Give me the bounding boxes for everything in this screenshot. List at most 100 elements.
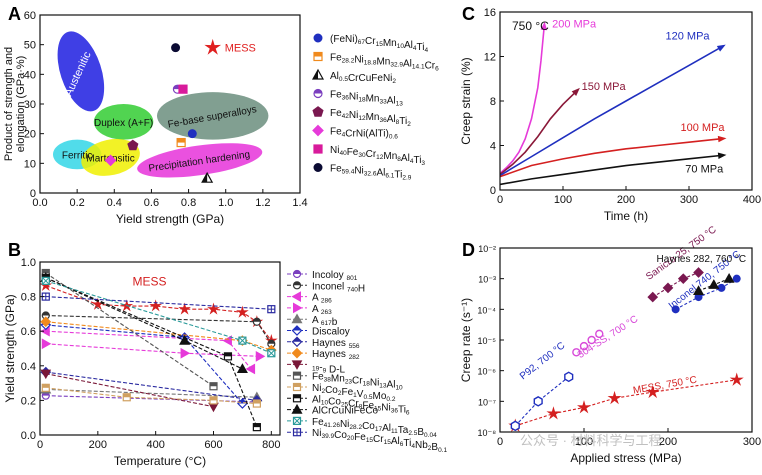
series-point — [222, 335, 232, 346]
legend-marker-fill — [293, 281, 301, 286]
formula-part: Mn — [366, 112, 380, 123]
panel-a-x-tick-label: 0.4 — [107, 197, 122, 209]
panel-c-x-axis-label: Time (h) — [604, 209, 648, 223]
region-label: Duplex (A+F) — [94, 118, 153, 129]
formula-part: 4 — [410, 158, 414, 165]
legend-marker-fill — [292, 326, 302, 331]
legend-marker-square — [313, 144, 323, 154]
rate-point — [729, 372, 744, 386]
series-line — [45, 280, 272, 354]
legend-marker — [291, 403, 303, 414]
formula-part: V — [357, 389, 364, 400]
formula-part: Ni — [370, 378, 379, 389]
mess-label: MESS — [225, 43, 256, 55]
formula-part: Haynes — [312, 338, 349, 349]
panel-a-x-axis-label: Yield strength (GPa) — [116, 212, 224, 226]
formula-part: 263 — [321, 309, 332, 316]
series-point-x2 — [238, 336, 247, 345]
formula-part: 4 — [411, 443, 415, 450]
formula-part: b — [332, 317, 338, 328]
formula-part: Ti — [398, 404, 406, 415]
region-fe-base-superalloys — [157, 92, 269, 140]
formula-part: 40 — [339, 150, 347, 157]
panel-b-y-tick-label: 1.0 — [21, 257, 36, 269]
formula-part: 12 — [358, 115, 366, 122]
panel-b-y-tick-label: 0.0 — [21, 430, 36, 442]
formula-part: Fe — [312, 372, 324, 383]
panel-d-x-tick-label: 0 — [497, 436, 503, 448]
panel-d-y-tick-label: 10⁻⁸ — [477, 428, 496, 438]
formula-part: D-L — [326, 364, 345, 375]
formula-part: Fe — [330, 108, 342, 119]
legend-marker — [291, 347, 303, 359]
point-square-half-fill — [177, 138, 186, 143]
formula-part: 28.2 — [342, 58, 355, 65]
formula-part: 10 — [397, 43, 405, 50]
legend-label: Ni40Fe30Cr12Mn8Al4Ti3 — [330, 145, 425, 167]
formula-part: Al — [403, 59, 412, 70]
formula-part: 18.8 — [364, 60, 377, 67]
formula-part: 13 — [396, 101, 404, 108]
formula-part: 14.1 — [412, 64, 425, 71]
legend-marker-pentagon — [312, 106, 324, 117]
trend-line — [515, 379, 737, 427]
formula-part: 617 — [321, 320, 332, 327]
formula-part: A — [312, 304, 321, 315]
series-point-fill — [224, 352, 232, 357]
formula-part: 15 — [374, 405, 382, 412]
point-diamond — [104, 154, 117, 167]
legend-marker-circle — [313, 163, 323, 172]
formula-part: 556 — [349, 343, 360, 350]
panel-b-x-tick-label: 400 — [146, 439, 164, 451]
formula-part: Ti — [403, 438, 411, 449]
formula-part: Cr — [352, 376, 363, 387]
rate-point — [693, 285, 705, 296]
series-point — [236, 363, 248, 374]
formula-part: 740 — [347, 286, 358, 293]
panel-a-x-tick-label: 0.8 — [181, 197, 196, 209]
formula-part: Ni — [312, 428, 321, 439]
formula-part: Fe — [347, 147, 359, 158]
panel-b: B MESS 0 200 400 600 800 0.0 0.2 0.4 0.6 0.8 1.0 Tem… — [3, 240, 447, 468]
series-point-fill — [42, 384, 50, 388]
formula-part: 0.5 — [363, 394, 372, 401]
formula-part: 41.26 — [324, 422, 341, 429]
formula-part: Cr — [425, 61, 436, 72]
formula-part: 59.4 — [342, 169, 355, 176]
formula-part: Fe — [330, 127, 342, 138]
panel-b-x-tick-label: 200 — [89, 439, 107, 451]
formula-part: Al — [391, 436, 400, 447]
series-point — [41, 338, 52, 350]
panel-d-y-tick-label: 10⁻² — [478, 244, 496, 254]
rate-point — [595, 329, 604, 339]
legend-label: Fe41.26Ni28.2Co17Al11Ta2.5B0.04 — [312, 417, 437, 439]
formula-part: 0.2 — [386, 396, 395, 403]
curve-arrowhead — [571, 87, 580, 97]
formula-part: 8 — [396, 119, 400, 126]
series-point — [207, 302, 220, 315]
curve-label: 150 MPa — [582, 81, 627, 93]
panel-c-x-tick-label: 100 — [554, 194, 572, 206]
panel-c-x-tick-label: 200 — [617, 194, 635, 206]
panel-a-y-tick-label: 20 — [24, 129, 36, 141]
creep-curve — [499, 154, 721, 186]
formula-part: 36 — [342, 95, 350, 102]
legend-marker — [293, 302, 303, 314]
rate-point — [708, 279, 720, 289]
legend-label: Fe36Ni18Mn33Al13 — [330, 90, 403, 108]
formula-part: 13 — [379, 383, 387, 390]
formula-part: 42 — [342, 113, 350, 120]
creep-curve — [499, 138, 721, 178]
formula-part: Al — [382, 423, 391, 434]
panel-d-x-tick-label: 300 — [743, 436, 761, 448]
formula-part: 2 — [428, 445, 432, 452]
formula-part: - — [319, 362, 322, 373]
series-point — [255, 351, 266, 362]
formula-part: Cr — [365, 36, 376, 47]
panel-c-y-tick-label: 4 — [490, 141, 496, 153]
formula-part: Ta — [398, 425, 409, 436]
formula-part: 8 — [359, 403, 363, 410]
panel-a-y-axis-label-line2: elongation (GPa·%) — [15, 56, 27, 153]
